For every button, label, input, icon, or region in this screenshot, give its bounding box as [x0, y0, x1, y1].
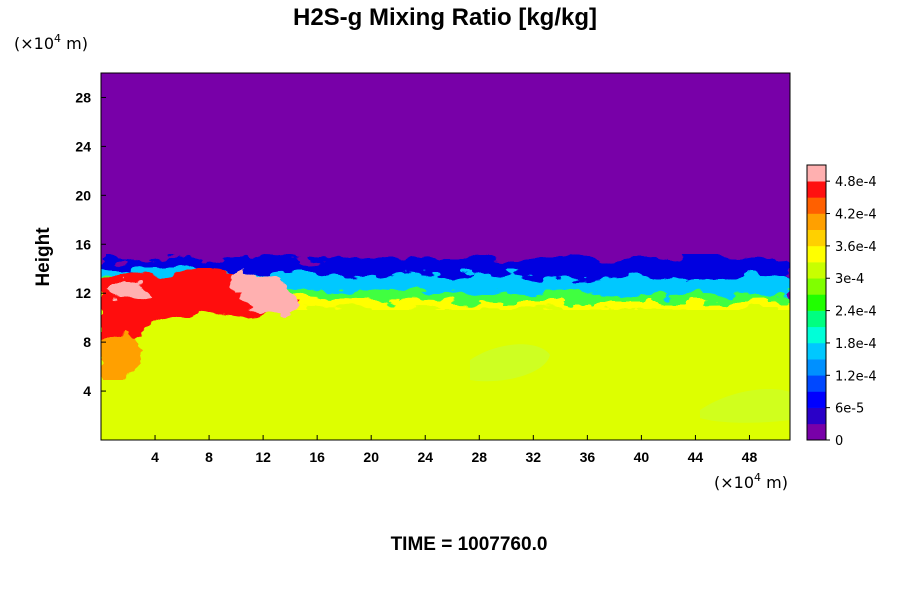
x-tick-label: 28 — [471, 449, 487, 465]
x-tick-label: 8 — [205, 449, 213, 465]
colorbar-swatch — [807, 197, 826, 214]
colorbar-swatch — [807, 359, 826, 376]
y-unit-label: (×104 m) — [14, 32, 88, 53]
y-tick-label: 20 — [75, 187, 91, 203]
y-tick-label: 16 — [75, 236, 91, 252]
colorbar-label: 1.2e-4 — [835, 369, 877, 384]
colorbar-swatch — [807, 229, 826, 247]
chart-title: H2S-g Mixing Ratio [kg/kg] — [293, 4, 597, 31]
colorbar-swatch — [807, 423, 826, 441]
colorbar-swatch — [807, 262, 826, 279]
y-tick-label: 28 — [75, 89, 91, 105]
x-unit-exp: 4 — [754, 471, 761, 484]
y-tick-label: 24 — [75, 138, 91, 154]
y-tick-label: 4 — [83, 383, 91, 399]
colorbar-swatch — [807, 375, 826, 392]
colorbar-swatch — [807, 245, 826, 263]
colorbar-swatch — [807, 213, 826, 231]
colorbar-label: 4.2e-4 — [835, 208, 877, 223]
x-tick-label: 40 — [634, 449, 650, 465]
y-axis-label: Height — [33, 227, 54, 287]
x-unit-base: (×10 — [714, 473, 754, 492]
y-tick-label: 8 — [83, 334, 91, 350]
colorbar-swatch — [807, 165, 826, 182]
x-tick-label: 32 — [526, 449, 542, 465]
x-tick-label: 48 — [742, 449, 758, 465]
colorbar-label: 3e-4 — [835, 272, 864, 287]
heatmap-field — [101, 73, 790, 440]
y-unit-base: (×10 — [14, 34, 54, 53]
colorbar-label: 0 — [835, 434, 843, 449]
colorbar-swatch — [807, 391, 826, 408]
high-concentration-plumes — [101, 268, 300, 380]
colorbar-swatch — [807, 310, 826, 328]
x-unit-suffix: m) — [761, 473, 788, 492]
x-tick-label: 12 — [255, 449, 271, 465]
y-axis-ticks: 4 8 12 16 20 24 28 — [75, 89, 106, 399]
colorbar-swatch — [807, 294, 826, 311]
field-lower-region — [101, 300, 790, 440]
y-tick-label: 12 — [75, 285, 91, 301]
x-tick-label: 4 — [151, 449, 159, 465]
colorbar-swatch — [807, 278, 826, 295]
field-patch-light-2 — [700, 389, 790, 423]
x-tick-label: 44 — [688, 449, 704, 465]
time-label: TIME = 1007760.0 — [391, 534, 548, 555]
x-axis-ticks: 4 8 12 16 20 24 28 32 36 40 44 48 — [151, 435, 757, 465]
colorbar-label: 6e-5 — [835, 402, 864, 417]
colorbar-swatch — [807, 326, 826, 344]
x-tick-label: 36 — [580, 449, 596, 465]
y-unit-suffix: m) — [61, 34, 88, 53]
x-tick-label: 16 — [309, 449, 325, 465]
colorbar-label: 1.8e-4 — [835, 337, 877, 352]
field-patch-light — [470, 344, 550, 382]
colorbar-frame — [806, 164, 827, 441]
x-tick-label: 24 — [417, 449, 433, 465]
y-unit-exp: 4 — [54, 32, 61, 45]
plot-frame — [100, 72, 791, 441]
colorbar: 0 6e-5 1.2e-4 1.8e-4 2.4e-4 3e-4 3.6e-4 4.2e-4 4… — [806, 164, 877, 449]
x-unit-label: (×104 m) — [714, 471, 788, 492]
plume-pink-3 — [240, 276, 300, 316]
colorbar-label: 3.6e-4 — [835, 240, 877, 255]
plume-orange — [101, 334, 145, 380]
colorbar-swatch — [807, 181, 826, 198]
colorbar-swatch — [807, 342, 826, 360]
plume-pink-1 — [110, 278, 150, 300]
colorbar-label: 4.8e-4 — [835, 175, 877, 190]
x-tick-label: 20 — [363, 449, 379, 465]
colorbar-swatch — [807, 407, 826, 425]
colorbar-label: 2.4e-4 — [835, 305, 877, 320]
